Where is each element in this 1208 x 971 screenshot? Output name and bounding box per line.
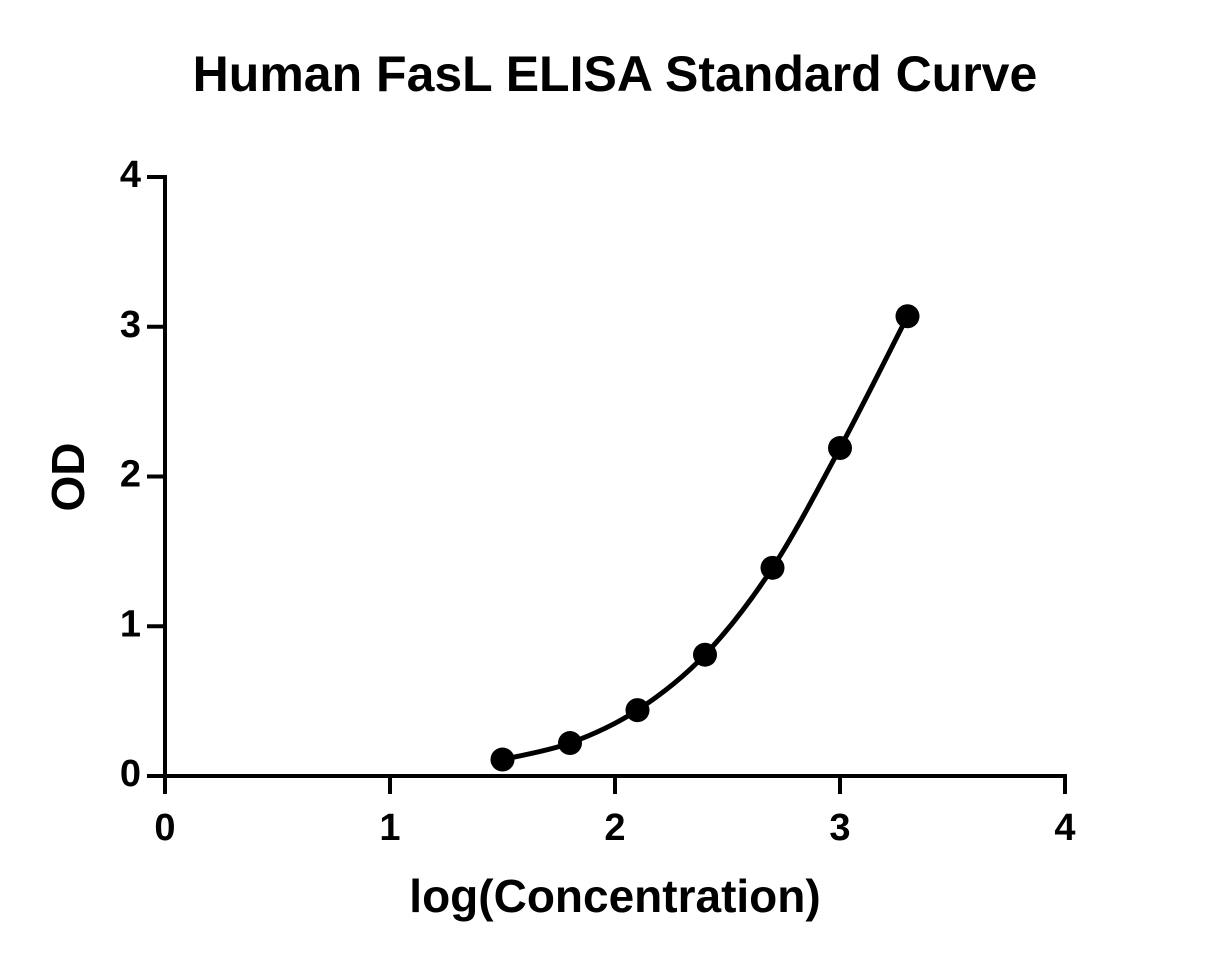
fit-curve	[501, 315, 910, 762]
data-point	[828, 436, 852, 461]
x-tick-label: 0	[154, 807, 175, 849]
y-tick-label: 4	[120, 154, 141, 196]
data-point	[760, 555, 785, 580]
x-tick-label: 2	[604, 807, 625, 849]
y-tick-label: 0	[120, 753, 141, 795]
data-point	[558, 731, 582, 756]
y-axis-label: OD	[42, 443, 94, 512]
x-tick-label: 3	[829, 807, 850, 849]
data-point	[895, 304, 920, 329]
chart-title: Human FasL ELISA Standard Curve	[193, 46, 1038, 102]
x-tick-label: 4	[1054, 807, 1075, 849]
y-tick-label: 2	[120, 454, 141, 496]
data-point	[490, 747, 515, 772]
x-tick-label: 1	[379, 807, 400, 849]
y-tick-label: 3	[120, 304, 141, 346]
y-tick-label: 1	[120, 603, 141, 645]
data-point	[625, 698, 650, 723]
x-axis-label: log(Concentration)	[409, 870, 820, 922]
data-point	[693, 642, 717, 667]
